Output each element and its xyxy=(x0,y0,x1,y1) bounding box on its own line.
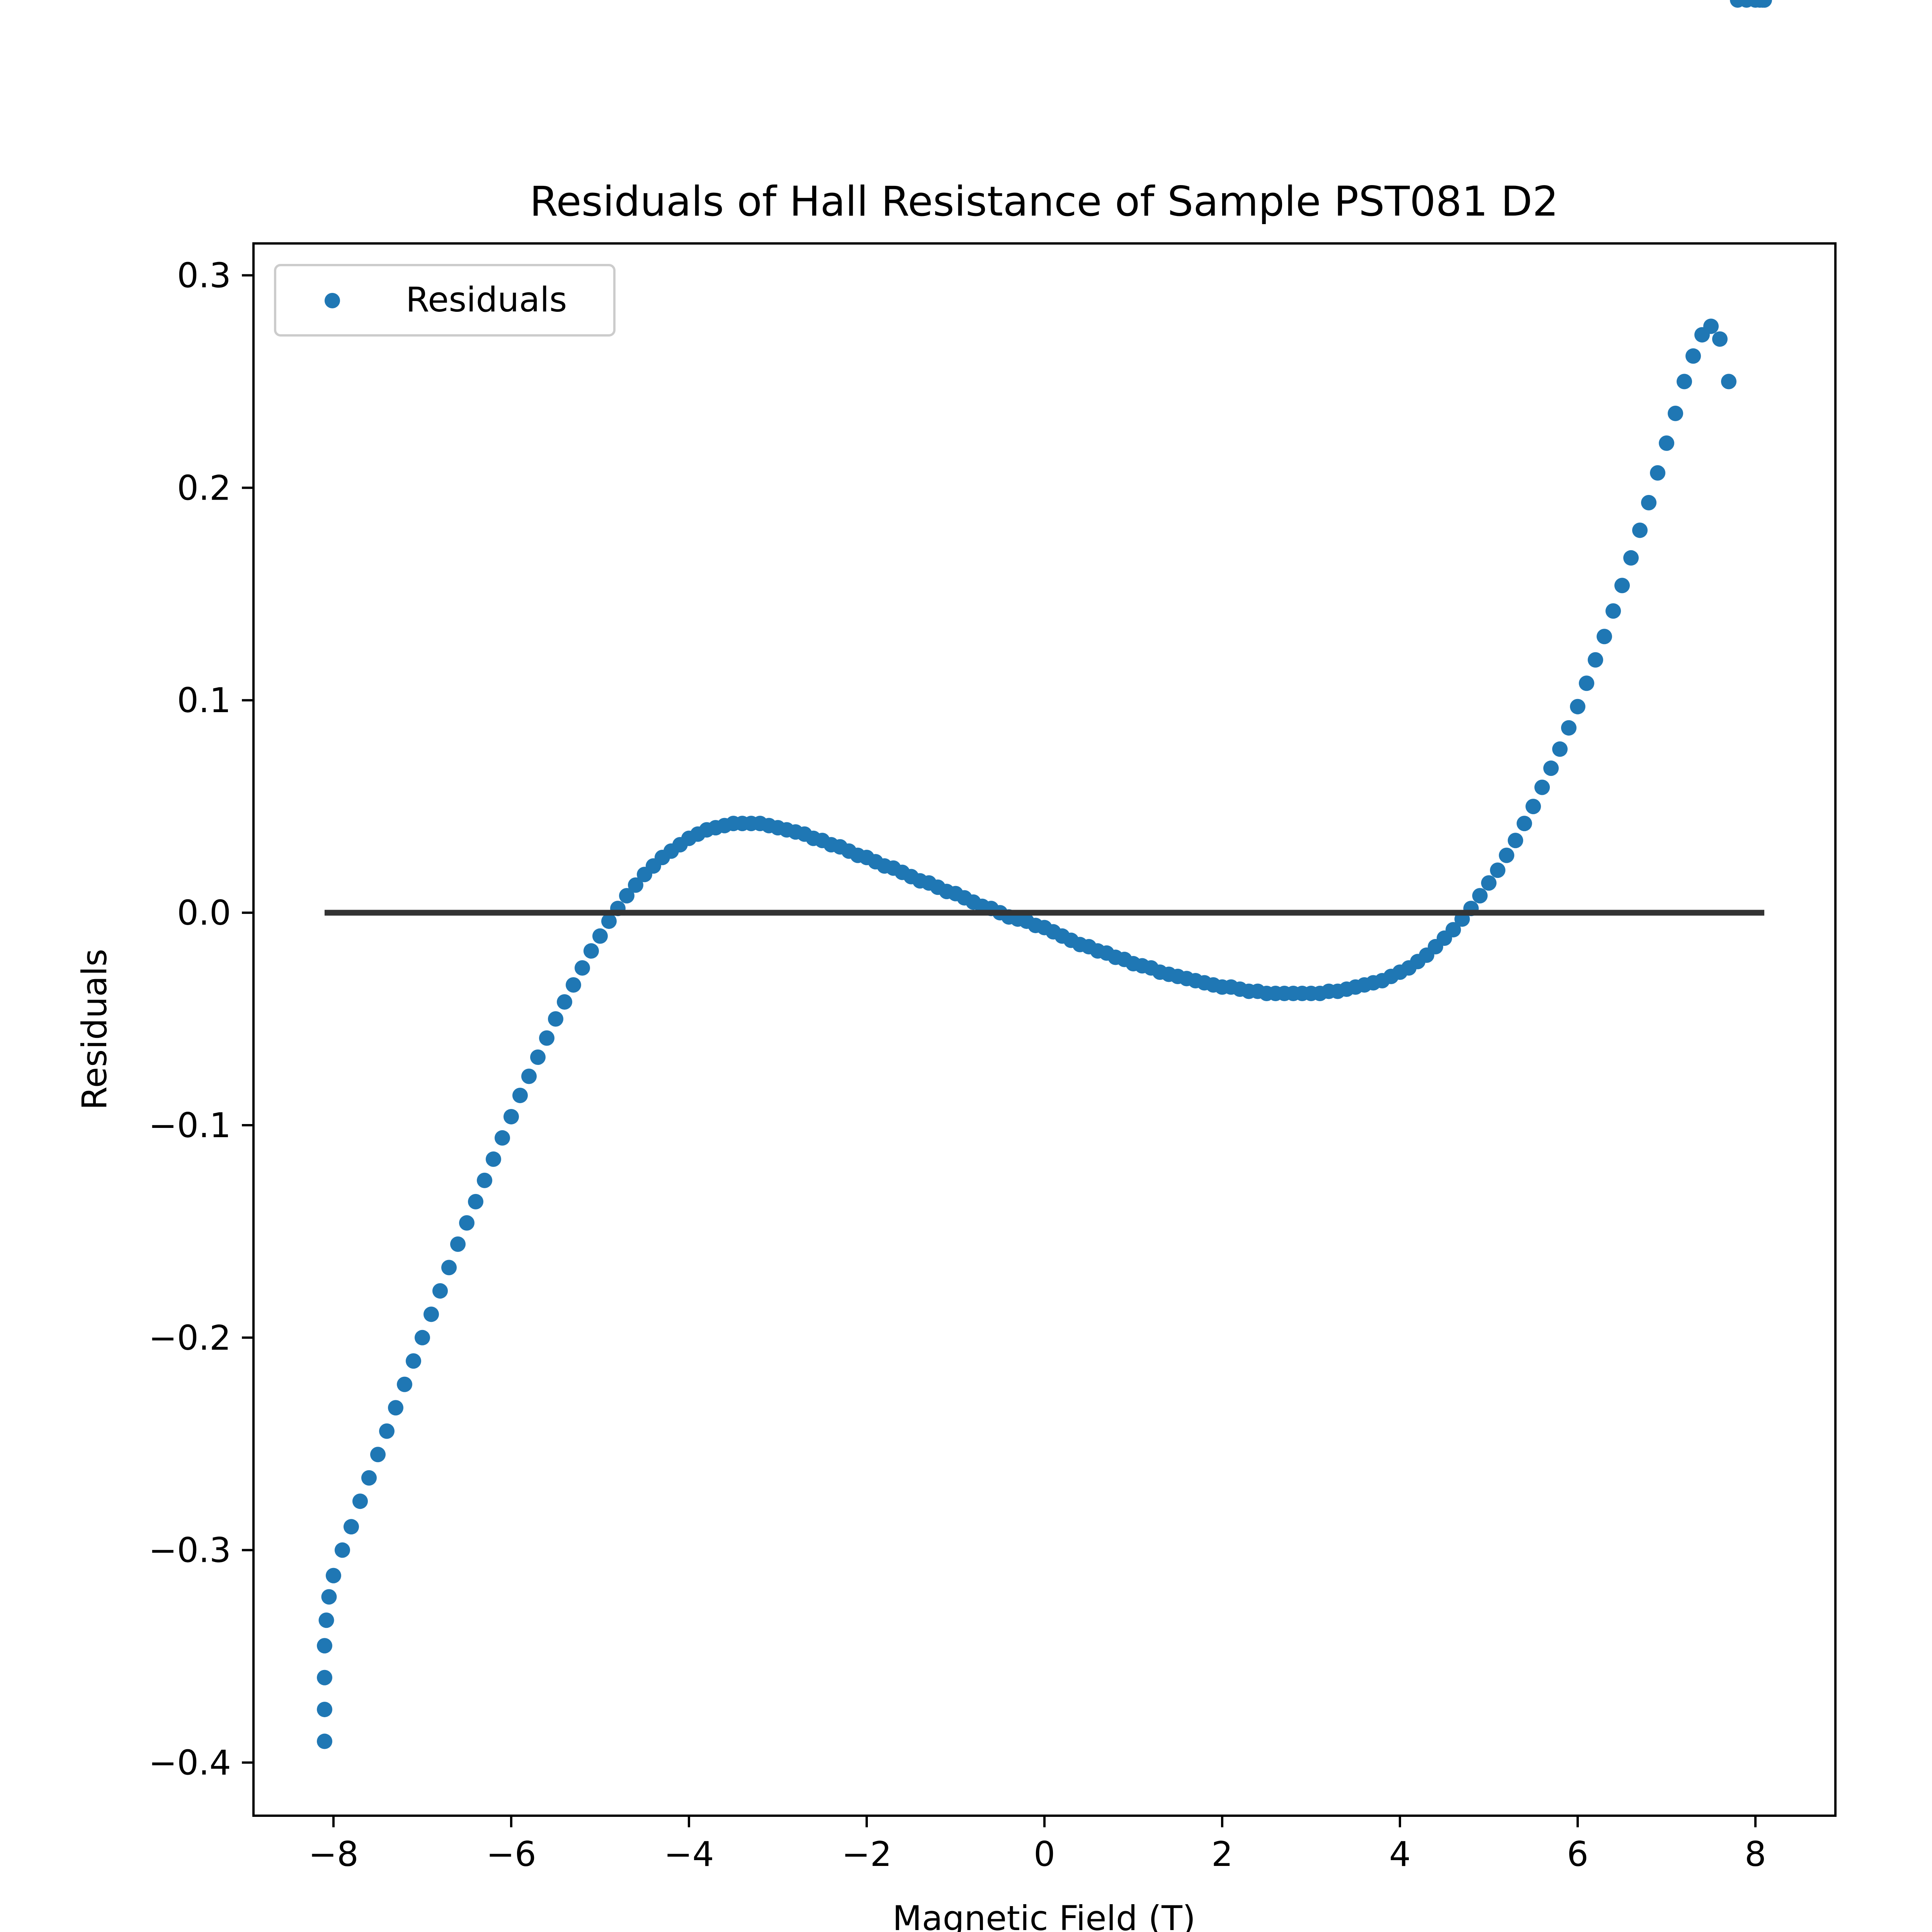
data-point xyxy=(1623,550,1639,566)
y-tick-label: −0.4 xyxy=(148,1743,231,1783)
data-point xyxy=(352,1493,368,1509)
data-point xyxy=(441,1260,457,1276)
x-tick-label: −2 xyxy=(842,1834,892,1874)
legend-box xyxy=(274,264,616,337)
data-point xyxy=(415,1330,430,1345)
data-point xyxy=(397,1376,412,1392)
data-point xyxy=(583,943,599,959)
data-point xyxy=(1472,888,1488,904)
data-point xyxy=(370,1447,386,1463)
chart-title: Residuals of Hall Resistance of Sample P… xyxy=(530,178,1559,225)
data-point xyxy=(521,1068,537,1084)
data-point xyxy=(1641,495,1656,510)
data-point xyxy=(1597,629,1612,645)
data-point xyxy=(459,1215,474,1231)
y-tick-label: 0.3 xyxy=(177,255,231,295)
data-point xyxy=(592,928,608,944)
data-point xyxy=(468,1194,483,1209)
data-point xyxy=(318,1612,334,1628)
x-tick-label: 2 xyxy=(1211,1834,1233,1874)
data-point xyxy=(619,888,634,904)
data-point xyxy=(1543,760,1559,776)
data-point xyxy=(326,1568,341,1583)
legend-label: Residuals xyxy=(406,280,567,320)
y-tick-label: 0.1 xyxy=(177,680,231,720)
data-point xyxy=(1703,318,1719,334)
y-tick-label: −0.3 xyxy=(148,1531,231,1570)
data-point xyxy=(566,977,581,993)
data-point xyxy=(1659,435,1674,451)
data-point xyxy=(1570,699,1585,714)
data-point xyxy=(575,960,590,976)
data-point xyxy=(388,1400,403,1416)
data-point xyxy=(1721,374,1736,389)
data-point xyxy=(335,1542,350,1558)
x-tick-label: −4 xyxy=(664,1834,714,1874)
data-point xyxy=(317,1702,332,1718)
x-axis: −8 −6 −4 −2 0 2 4 6 8 xyxy=(308,1816,1766,1874)
data-point xyxy=(548,1011,563,1027)
x-tick-label: 4 xyxy=(1389,1834,1411,1874)
data-point xyxy=(1668,405,1683,421)
legend: Residuals xyxy=(274,264,616,337)
data-point xyxy=(321,1589,337,1605)
x-tick-label: −8 xyxy=(308,1834,359,1874)
data-point xyxy=(1490,862,1505,878)
x-axis-label: Magnetic Field (T) xyxy=(893,1898,1196,1932)
data-point xyxy=(361,1470,377,1486)
y-tick-label: −0.1 xyxy=(148,1105,231,1145)
x-tick-label: 6 xyxy=(1567,1834,1588,1874)
data-point xyxy=(1534,779,1550,795)
legend-marker-icon xyxy=(325,293,340,308)
data-point xyxy=(1446,922,1461,938)
data-point xyxy=(1712,331,1728,347)
data-point xyxy=(495,1130,510,1146)
data-point xyxy=(1685,348,1701,364)
data-point xyxy=(317,1733,332,1749)
data-point xyxy=(344,1519,359,1535)
data-point xyxy=(628,877,643,893)
data-point xyxy=(379,1423,395,1439)
x-tick-label: 8 xyxy=(1745,1834,1766,1874)
x-tick-label: 0 xyxy=(1034,1834,1055,1874)
data-point xyxy=(1517,816,1532,832)
y-axis-label: Residuals xyxy=(75,949,114,1110)
y-axis: −0.4 −0.3 −0.2 −0.1 0.0 0.1 0.2 0.3 xyxy=(148,255,253,1783)
data-point xyxy=(1526,799,1541,815)
data-point xyxy=(557,994,572,1010)
data-point xyxy=(1757,0,1772,8)
data-point xyxy=(1561,720,1577,736)
data-point xyxy=(406,1353,421,1369)
data-point xyxy=(432,1283,448,1299)
data-point xyxy=(503,1109,519,1124)
data-point xyxy=(1605,603,1621,619)
data-point xyxy=(423,1306,439,1322)
data-point xyxy=(1499,847,1514,863)
data-point xyxy=(1588,652,1603,668)
data-point xyxy=(1650,465,1665,481)
data-point xyxy=(1579,675,1594,691)
y-tick-label: −0.2 xyxy=(148,1318,231,1358)
y-tick-label: 0.2 xyxy=(177,468,231,508)
data-point xyxy=(317,1638,332,1654)
data-point xyxy=(1552,741,1568,757)
data-point xyxy=(317,1670,332,1685)
data-point xyxy=(530,1049,546,1065)
data-point xyxy=(477,1172,492,1188)
data-point xyxy=(450,1236,466,1252)
data-point xyxy=(1614,578,1630,594)
x-tick-label: −6 xyxy=(486,1834,536,1874)
data-point xyxy=(1481,875,1497,891)
y-tick-label: 0.0 xyxy=(177,893,231,933)
data-point xyxy=(601,913,617,929)
data-point xyxy=(1632,522,1648,538)
data-point xyxy=(1677,374,1692,389)
data-point xyxy=(539,1030,554,1046)
data-point xyxy=(512,1087,528,1103)
data-point xyxy=(1508,833,1523,849)
data-point xyxy=(486,1151,501,1167)
